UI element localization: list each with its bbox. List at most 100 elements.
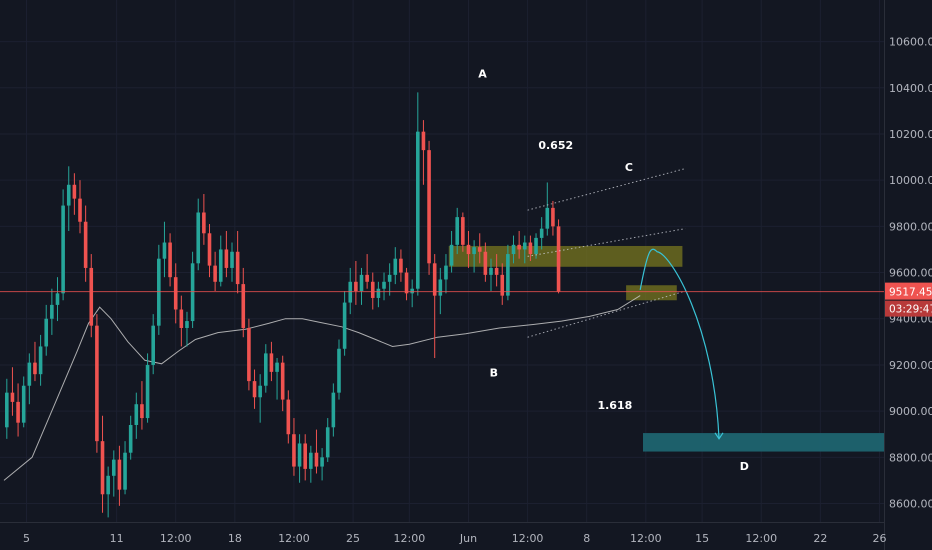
candle-body	[331, 392, 336, 428]
candle-up	[151, 314, 155, 375]
y-tick-label: 9000.00	[889, 405, 932, 418]
x-tick-label: 18	[228, 532, 242, 545]
candle-body	[472, 247, 476, 255]
candle-up	[387, 263, 392, 296]
x-tick-label: 12:00	[512, 532, 544, 545]
candle-body	[33, 362, 37, 375]
candle-up	[111, 450, 116, 497]
candle-down	[95, 314, 99, 453]
y-axis[interactable]: 8600.008800.009000.009200.009400.009600.…	[884, 0, 932, 550]
x-tick-label: 12:00	[394, 532, 426, 545]
candle-down	[269, 341, 274, 382]
candle-down	[89, 254, 94, 338]
candle-body	[292, 434, 296, 467]
x-tick-label: 12:00	[278, 532, 310, 545]
annotation-label: A	[478, 67, 487, 80]
candle-down	[477, 233, 482, 264]
candle-down	[241, 267, 246, 338]
y-tick-label: 9200.00	[889, 359, 932, 372]
x-tick-label: 12:00	[745, 532, 777, 545]
candle-up	[416, 92, 420, 296]
candle-body	[522, 242, 527, 250]
candle-body	[100, 441, 105, 495]
candle-body	[27, 362, 32, 386]
y-tick-label: 8800.00	[889, 451, 932, 464]
channel-lines	[527, 168, 686, 338]
x-tick-label: 8	[583, 532, 590, 545]
candle-body	[370, 281, 375, 298]
candle-down	[207, 224, 212, 278]
candle-body	[78, 198, 82, 222]
candle-up	[218, 235, 223, 287]
candle-down	[404, 267, 409, 301]
candle-body	[325, 427, 330, 458]
candle-body	[55, 293, 60, 305]
candle-down	[466, 230, 471, 268]
candle-body	[5, 392, 9, 428]
candle-down	[72, 173, 77, 215]
candle-body	[213, 265, 217, 282]
candle-down	[528, 235, 533, 261]
candles	[5, 92, 561, 518]
candle-up	[157, 244, 161, 335]
candle-body	[506, 254, 510, 296]
candle-down	[483, 242, 488, 282]
candle-up	[230, 242, 234, 282]
x-axis[interactable]: 5 11 12:00 18 12:00 25 12:00 Jun 12:00 8 12:00 15 12…	[0, 522, 886, 550]
candle-body	[16, 401, 20, 423]
candle-body	[551, 207, 555, 227]
candle-down	[354, 261, 358, 305]
annotation-label: B	[490, 366, 498, 379]
candle-down	[202, 194, 206, 245]
candle-up	[455, 207, 460, 255]
candle-down	[224, 230, 229, 278]
candle-down	[117, 445, 122, 506]
candle-up	[348, 267, 353, 315]
annotation-label: 0.652	[538, 139, 573, 152]
candle-body	[95, 325, 99, 442]
candle-body	[416, 131, 420, 289]
candle-body	[83, 221, 88, 268]
candle-up	[38, 334, 43, 386]
candle-body	[202, 212, 206, 234]
candle-up	[258, 374, 262, 423]
candle-up	[145, 353, 150, 423]
y-tick-label: 10200.00	[889, 128, 932, 141]
candle-body	[247, 327, 251, 382]
candle-body	[106, 475, 110, 495]
projection-curve	[639, 248, 720, 439]
candle-up	[196, 198, 201, 271]
annotation-label: 1.618	[597, 399, 632, 412]
candle-body	[483, 251, 488, 275]
candle-body	[432, 263, 437, 296]
candle-body	[185, 321, 189, 328]
candle-up	[44, 304, 49, 356]
candle-up	[438, 267, 443, 315]
projection	[639, 248, 724, 440]
candle-up	[472, 240, 476, 273]
candle-body	[269, 353, 274, 372]
candle-body	[218, 249, 223, 282]
y-tick-label: 8600.00	[889, 498, 932, 511]
candle-body	[494, 267, 499, 275]
candle-body	[117, 459, 122, 490]
candle-down	[83, 205, 88, 282]
candle-up	[162, 221, 167, 278]
candle-down	[399, 249, 403, 282]
candle-body	[354, 281, 358, 292]
candle-down	[500, 263, 505, 305]
candle-down	[421, 120, 426, 185]
candle-up	[190, 251, 195, 328]
candle-body	[50, 304, 54, 319]
candle-body	[427, 150, 431, 264]
projection-arrow-head	[714, 432, 724, 440]
candle-body	[140, 404, 144, 419]
candle-body	[342, 302, 347, 349]
candle-down	[427, 140, 431, 275]
candle-body	[151, 325, 155, 365]
annotation-label: D	[740, 460, 749, 473]
candle-body	[534, 237, 538, 255]
